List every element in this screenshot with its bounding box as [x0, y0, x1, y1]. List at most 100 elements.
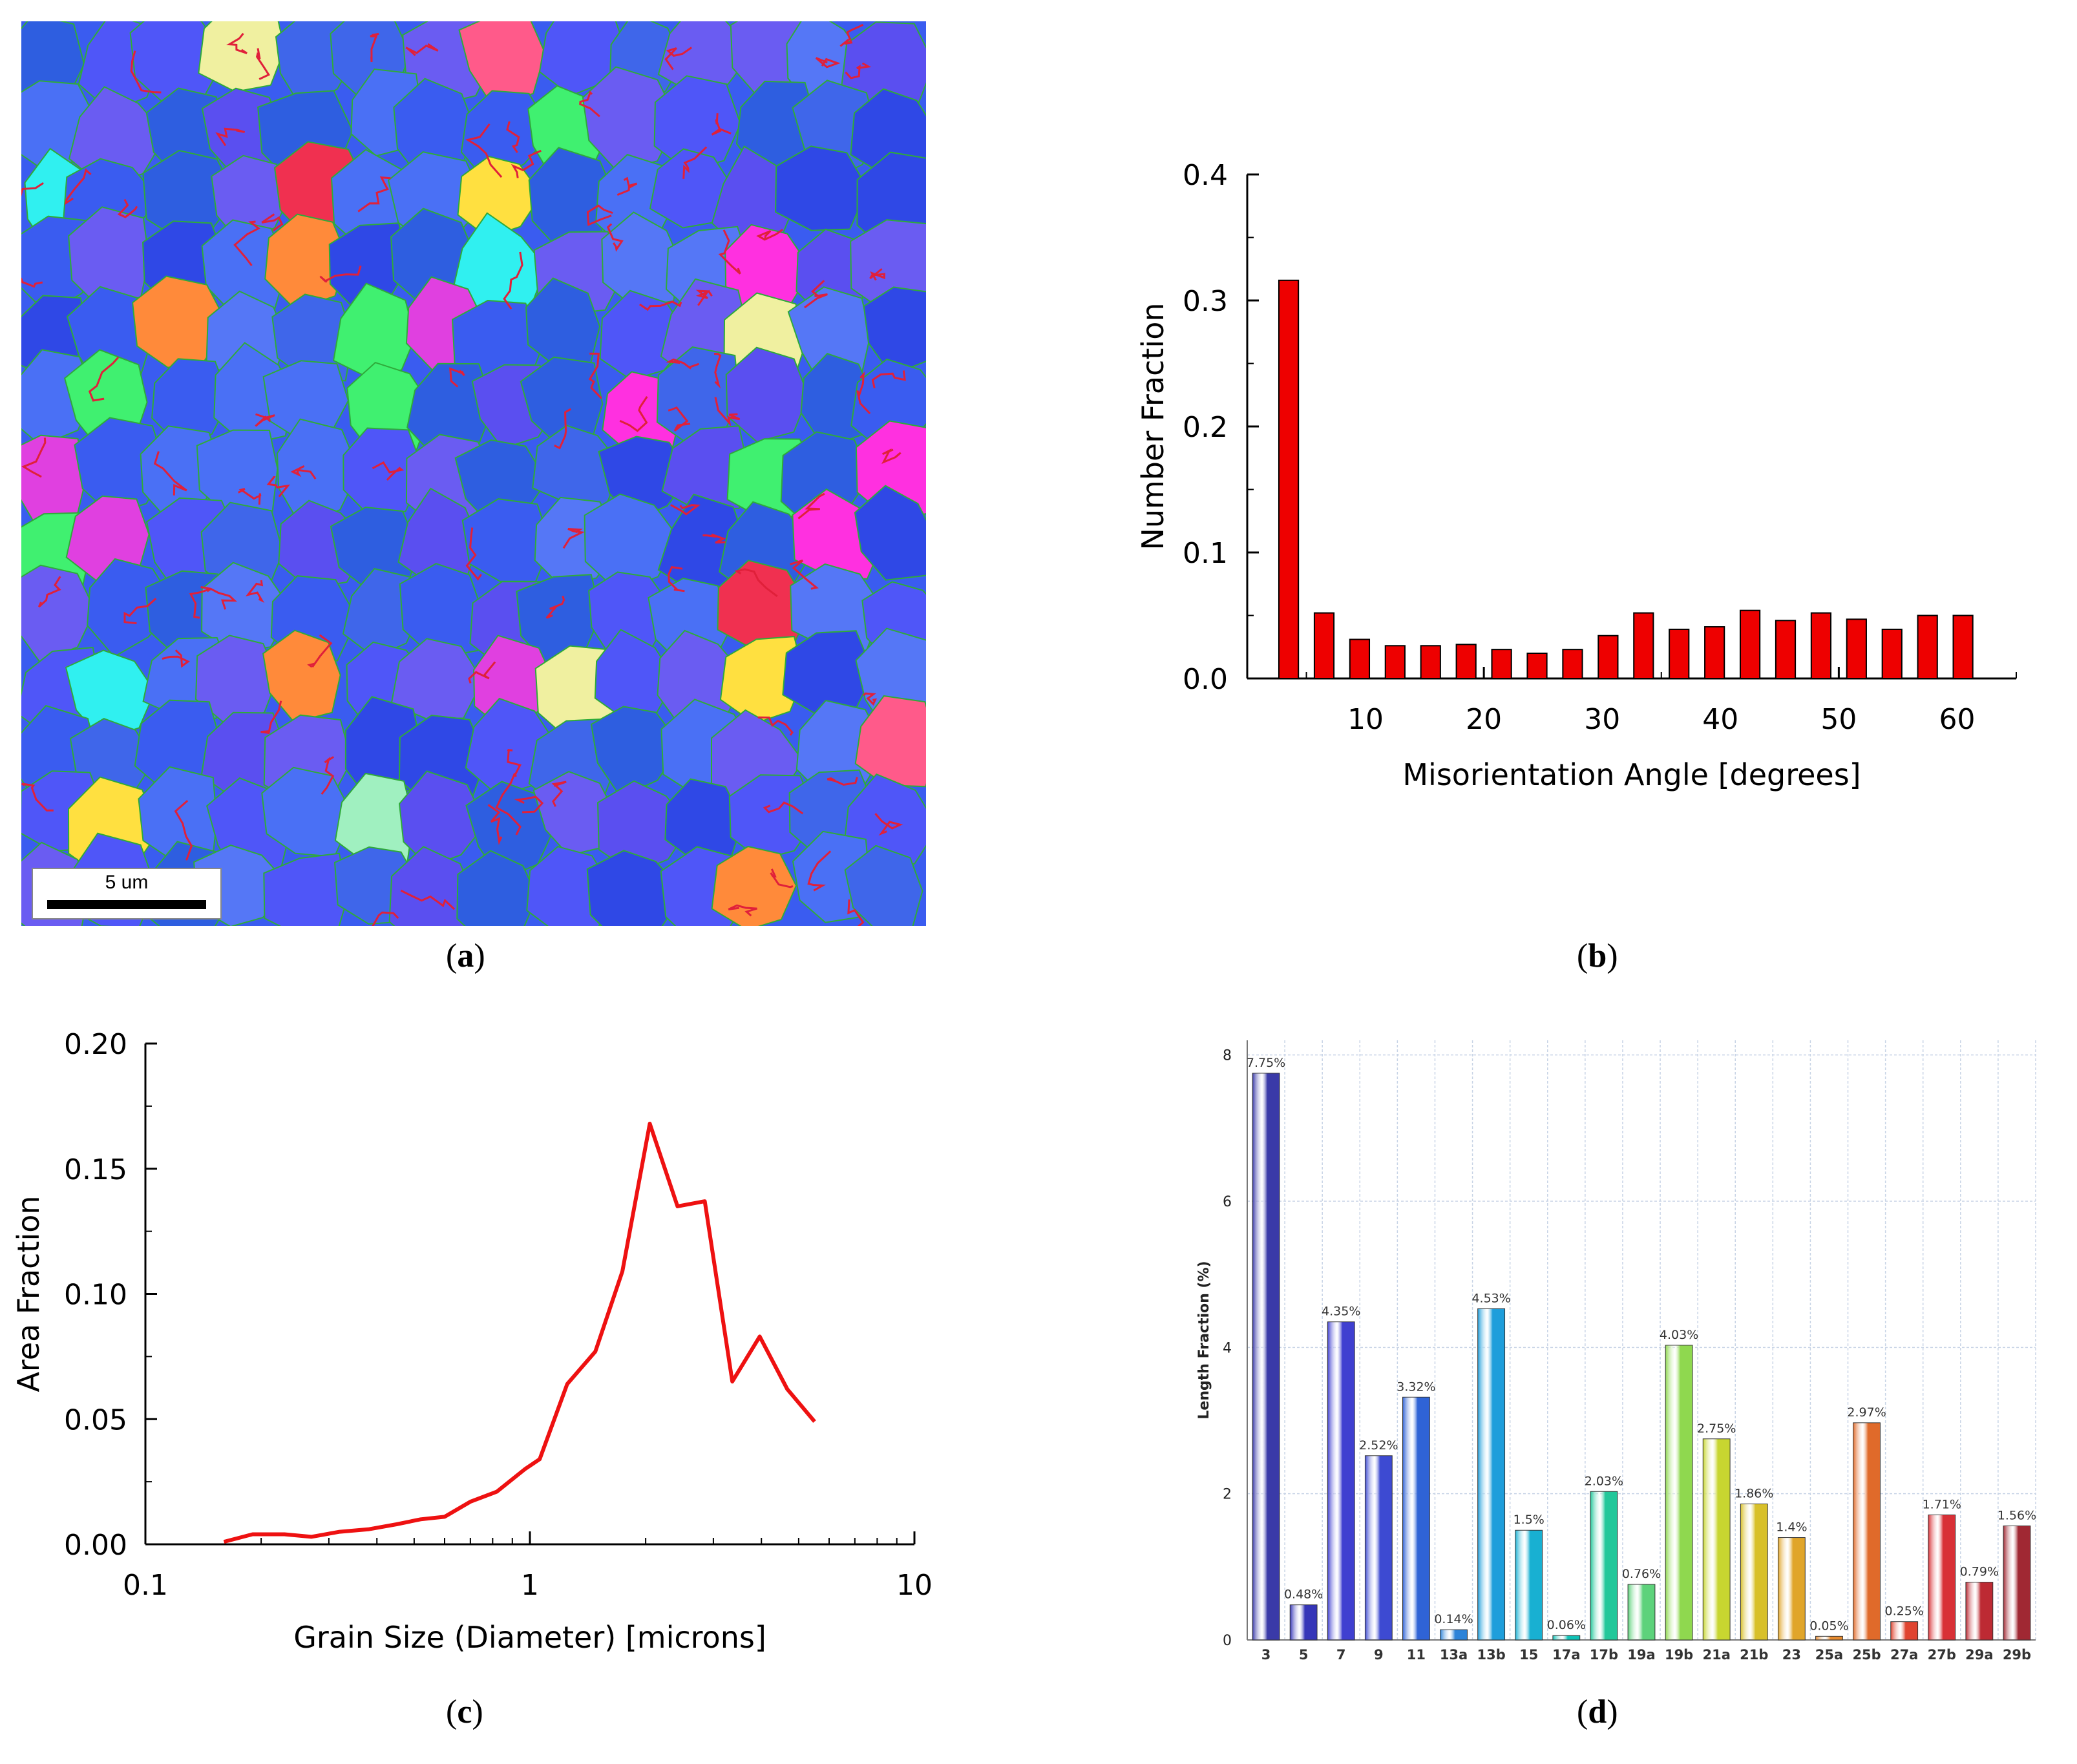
- bar-value-label: 1.71%: [1923, 1497, 1961, 1511]
- ebsd-twin-boundary: [670, 504, 701, 516]
- csl-bar: [1327, 1321, 1355, 1641]
- histogram-bar: [1775, 620, 1797, 679]
- histogram-bar: [1952, 614, 1974, 679]
- ebsd-twin-boundary: [400, 889, 456, 910]
- bar-value-label: 0.05%: [1809, 1619, 1848, 1633]
- x-tick-label: 7: [1336, 1647, 1346, 1663]
- x-tick-label: 10: [896, 1569, 933, 1602]
- ebsd-twin-boundary: [37, 576, 61, 608]
- x-axis-title: Misorientation Angle [degrees]: [1402, 757, 1861, 792]
- ebsd-twin-boundary: [839, 24, 864, 47]
- ebsd-twin-boundary: [718, 229, 741, 275]
- csl-bar: [1552, 1635, 1581, 1641]
- x-tick-label: 25a: [1815, 1647, 1843, 1663]
- ebsd-twin-boundary: [117, 198, 138, 218]
- y-tick-label: 0.10: [64, 1279, 127, 1312]
- ebsd-twin-boundary: [804, 280, 828, 309]
- y-tick-label: 0.3: [1183, 285, 1228, 318]
- bar-value-label: 2.52%: [1359, 1438, 1398, 1453]
- bar-value-label: 7.75%: [1247, 1056, 1285, 1070]
- ebsd-twin-boundary: [734, 568, 778, 597]
- y-tick-label: 0.4: [1183, 159, 1228, 192]
- ebsd-twin-boundary: [503, 251, 523, 310]
- ebsd-twin-boundary: [863, 692, 878, 706]
- ebsd-twin-boundary: [465, 527, 482, 581]
- histogram-bar: [1384, 645, 1406, 679]
- ebsd-grain: [854, 485, 926, 581]
- ebsd-twin-boundary: [370, 32, 379, 62]
- ebsd-twin-boundary: [88, 357, 120, 402]
- ebsd-twin-boundary: [797, 492, 825, 520]
- caption-b: (b): [1577, 938, 1618, 974]
- x-tick-label: 27a: [1890, 1647, 1918, 1663]
- histogram-bar: [1455, 644, 1477, 679]
- histogram-bar: [1597, 635, 1619, 680]
- bar-value-label: 0.06%: [1547, 1618, 1586, 1632]
- ebsd-grain-accent: [854, 695, 926, 788]
- ebsd-twin-boundary: [756, 229, 783, 241]
- ebsd-twin-boundary: [881, 448, 901, 465]
- csl-bar: [1364, 1455, 1393, 1641]
- csl-bar: [1627, 1584, 1656, 1641]
- ebsd-twin-boundary: [586, 204, 613, 226]
- ebsd-twin-boundary: [807, 850, 832, 892]
- csl-bar: [1402, 1396, 1430, 1641]
- ebsd-grain-accent: [719, 636, 805, 724]
- ebsd-grain-accent: [711, 845, 797, 926]
- ebsd-twin-boundary: [21, 782, 54, 812]
- csl-bar: [1252, 1073, 1280, 1641]
- histogram-bar: [1739, 609, 1761, 680]
- ebsd-twin-boundary: [714, 397, 741, 426]
- ebsd-grain: [456, 850, 538, 926]
- y-tick-label: 4: [1223, 1340, 1232, 1356]
- bar-value-label: 2.03%: [1585, 1474, 1623, 1488]
- ebsd-grain: [532, 771, 616, 856]
- ebsd-twin-boundary: [174, 799, 193, 861]
- ebsd-twin-boundary: [770, 868, 794, 888]
- ebsd-twin-boundary: [545, 595, 565, 619]
- csl-bar: [1289, 1604, 1318, 1641]
- ebsd-map-image: [21, 21, 926, 926]
- x-tick-label: 21b: [1740, 1647, 1768, 1663]
- ebsd-twin-boundary: [215, 127, 246, 147]
- csl-bar: [1590, 1491, 1618, 1641]
- x-tick-label: 29a: [1965, 1647, 1993, 1663]
- x-axis-title: Grain Size (Diameter) [microns]: [293, 1620, 766, 1655]
- x-tick-label: 50: [1820, 703, 1857, 736]
- ebsd-twin-boundary: [372, 911, 399, 926]
- y-tick-label: 0.00: [64, 1529, 127, 1562]
- ebsd-twin-boundary: [606, 223, 624, 252]
- ebsd-twin-boundary: [666, 358, 699, 370]
- bar-value-label: 2.75%: [1697, 1422, 1736, 1436]
- csl-bar: [1477, 1308, 1506, 1641]
- x-tick-label: 20: [1466, 703, 1502, 736]
- histogram-bar: [1562, 649, 1583, 680]
- scale-bar-label: 5 um: [105, 872, 149, 893]
- ebsd-grain-accent: [855, 420, 926, 520]
- ebsd-twin-boundary: [487, 804, 503, 845]
- x-tick-label: 13a: [1440, 1647, 1468, 1663]
- csl-bar: [1965, 1582, 1994, 1641]
- ebsd-twin-boundary: [514, 795, 544, 814]
- x-tick-label: 17a: [1552, 1647, 1580, 1663]
- x-tick-label: 1: [521, 1569, 539, 1602]
- histogram-bar: [1526, 653, 1548, 679]
- x-tick-label: 23: [1782, 1647, 1801, 1663]
- ebsd-twin-boundary: [65, 168, 92, 205]
- bar-value-label: 4.53%: [1471, 1291, 1510, 1305]
- csl-boundary-chart: 0 2 4 6 8 7.75% 3 0.48% 5 4.35% 7 2.52% 9 3.32% 11 0.14…: [1196, 1040, 2036, 1663]
- histogram-bar: [1669, 628, 1690, 680]
- ebsd-grain: [863, 286, 926, 376]
- caption-d: (d): [1577, 1694, 1618, 1730]
- csl-bar: [1853, 1422, 1881, 1641]
- csl-bar: [1815, 1635, 1843, 1641]
- ebsd-twin-boundary: [449, 367, 465, 388]
- ebsd-twin-boundary: [372, 461, 405, 481]
- ebsd-twin-boundary: [695, 289, 713, 306]
- x-tick-label: 21a: [1702, 1647, 1730, 1663]
- histogram-bar: [1349, 638, 1371, 679]
- ebsd-grain-accent: [198, 21, 286, 92]
- ebsd-twin-boundary: [468, 661, 496, 684]
- ebsd-twin-boundary: [588, 352, 602, 399]
- ebsd-twin-boundary: [226, 32, 248, 54]
